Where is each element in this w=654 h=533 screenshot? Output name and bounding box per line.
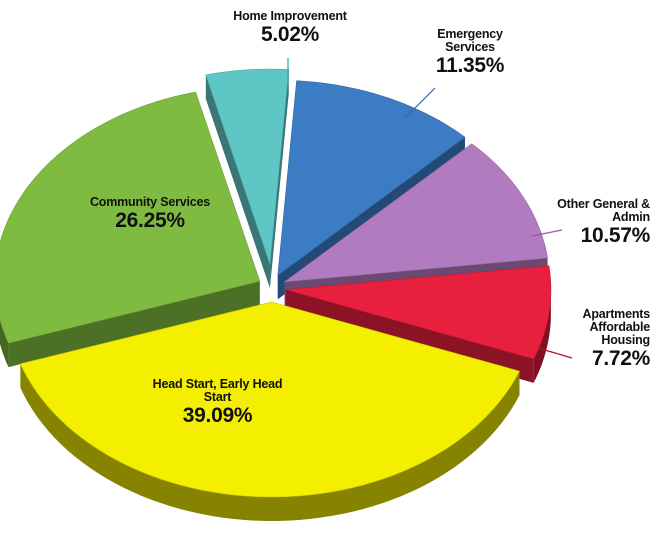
slice-label: Community Services 26.25% xyxy=(70,195,230,233)
value-label: 39.09% xyxy=(182,404,253,428)
slice-label: Emergency Services 11.35% xyxy=(420,27,520,78)
value-label: 5.02% xyxy=(260,23,320,47)
category-label: Head Start, Early Head Start xyxy=(152,377,283,405)
leader-line xyxy=(537,347,573,359)
slice xyxy=(283,143,548,283)
leader-line xyxy=(404,87,436,119)
slice xyxy=(19,301,520,498)
slice-label: Apartments Affordable Housing 7.72% xyxy=(560,307,651,371)
slice-label: Head Start, Early Head Start 39.09% xyxy=(150,377,285,428)
slice-cut xyxy=(269,69,289,289)
slice-label: Home Improvement 5.02% xyxy=(215,9,365,47)
slice xyxy=(285,265,552,360)
category-label: Community Services xyxy=(89,195,211,209)
slice xyxy=(205,68,290,265)
value-label: 26.25% xyxy=(115,209,185,233)
value-label: 11.35% xyxy=(435,54,505,78)
slice-side xyxy=(20,363,520,521)
slice-cut xyxy=(8,281,260,368)
leader-line xyxy=(531,229,563,237)
slice-label: Other General & Admin 10.57% xyxy=(545,197,651,248)
value-label: 7.72% xyxy=(591,347,650,371)
slice-side xyxy=(533,286,551,383)
category-label: Apartments Affordable Housing xyxy=(582,307,651,348)
value-label: 10.57% xyxy=(580,224,651,248)
slice-cut xyxy=(205,74,270,289)
category-label: Emergency Services xyxy=(437,27,503,55)
category-label: Other General & Admin xyxy=(557,197,650,225)
slice-side xyxy=(0,319,9,368)
slice xyxy=(0,91,261,344)
category-label: Home Improvement xyxy=(233,9,347,23)
slice xyxy=(277,80,466,276)
